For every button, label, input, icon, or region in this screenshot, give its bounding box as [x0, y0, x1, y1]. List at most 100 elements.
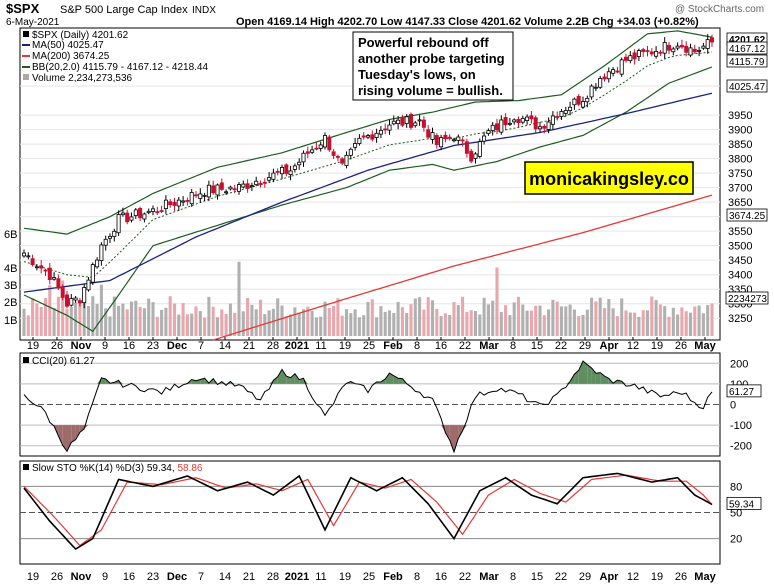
volume-bar — [379, 306, 383, 336]
volume-bar — [637, 316, 641, 336]
legend-price: $SPX (Daily) 4201.62 — [32, 30, 129, 41]
candle-body — [482, 135, 487, 142]
volume-bar — [473, 310, 478, 336]
candle-body — [249, 185, 254, 188]
cci-tick-label: -100 — [730, 420, 752, 432]
x-tick-label: 19 — [339, 571, 351, 583]
volume-tick-label: 2B — [4, 297, 17, 309]
candle-body — [69, 298, 74, 306]
candle-body — [77, 300, 82, 304]
cci-overbought-fill — [118, 380, 123, 384]
price-value-tag — [726, 54, 768, 68]
candle-body — [176, 199, 181, 207]
cci-oversold-fill — [454, 425, 459, 452]
volume-tick-label: 1B — [4, 315, 17, 327]
volume-bar — [69, 307, 73, 336]
candle-body — [684, 45, 689, 53]
volume-bar — [439, 316, 443, 336]
volume-bar — [39, 307, 43, 336]
volume-bar — [181, 303, 185, 336]
x-tick-label: 14 — [219, 340, 231, 352]
volume-bar — [276, 298, 280, 336]
volume-bar — [185, 314, 189, 336]
candle-body — [138, 208, 143, 219]
x-tick-label: 16 — [435, 571, 447, 583]
candle-body — [120, 212, 125, 216]
volume-tick-label: 3B — [4, 280, 17, 292]
volume-bar — [211, 306, 215, 336]
price-tick-label: 3650 — [728, 197, 752, 209]
candle-body — [129, 216, 134, 221]
candle-body — [443, 134, 448, 140]
volume-bar — [323, 301, 327, 336]
candle-body — [301, 152, 306, 163]
x-tick-label: 9 — [102, 571, 108, 583]
x-tick-label: 28 — [267, 340, 279, 352]
volume-bar — [160, 309, 164, 336]
candle-body — [550, 115, 555, 125]
volume-bar — [224, 313, 228, 336]
volume-bar — [142, 308, 146, 336]
volume-bar — [228, 303, 232, 336]
volume-bar — [693, 306, 697, 336]
cci-value-tag-label: 61.27 — [729, 387, 754, 398]
volume-bar — [525, 310, 529, 336]
candle-body — [198, 193, 203, 199]
volume-bar — [491, 300, 495, 336]
volume-bar — [486, 304, 490, 336]
candle-body — [430, 132, 435, 140]
volume-bar — [559, 306, 564, 336]
volume-bar — [258, 299, 263, 336]
ohlc-readout: Open 4169.14 High 4202.70 Low 4147.33 Cl… — [236, 16, 699, 28]
x-tick-label: 22 — [459, 571, 471, 583]
candle-body — [503, 117, 508, 126]
cci-overbought-fill — [294, 373, 300, 384]
cci-oversold-fill — [67, 425, 72, 452]
candle-body — [602, 76, 607, 80]
candle-body — [267, 177, 272, 181]
x-tick-label: 23 — [147, 340, 159, 352]
volume-bar — [602, 308, 607, 336]
volume-bar — [624, 310, 628, 336]
moving-averages — [23, 92, 713, 341]
candle-body — [155, 211, 160, 214]
cci-title: CCI(20) 61.27 — [32, 356, 95, 367]
volume-bar — [538, 305, 542, 336]
cci-overbought-fill — [578, 360, 583, 384]
candle-body — [39, 265, 44, 269]
volume-bar — [168, 296, 172, 336]
candle-body — [353, 143, 358, 148]
volume-bar — [82, 297, 86, 336]
price-value-tag — [726, 79, 768, 93]
x-tick-label: Feb — [383, 571, 403, 583]
candle-body — [546, 121, 551, 130]
candle-body — [21, 252, 26, 257]
cci-oversold-fill — [449, 425, 454, 452]
cci-tick-label: 200 — [730, 358, 748, 370]
x-tick-label: 11 — [315, 340, 326, 352]
sto-value-tag-label: 59.34 — [729, 499, 754, 510]
cci-overbought-fill — [621, 381, 626, 384]
candle-body — [598, 78, 603, 88]
candle-body — [168, 201, 173, 206]
candle-body — [576, 95, 581, 105]
cci-oversold-fill — [458, 425, 463, 439]
volume-bar — [194, 306, 198, 336]
candle-body — [279, 167, 284, 175]
price-tick-label: 3450 — [728, 255, 752, 267]
volume-bar — [688, 312, 693, 336]
sto-legend-swatch — [23, 464, 29, 470]
volume-bar — [697, 305, 701, 336]
x-tick-label: 8 — [510, 340, 516, 352]
candle-body — [82, 287, 87, 304]
cci-overbought-fill — [303, 378, 308, 384]
candle-body — [254, 180, 259, 186]
x-tick-label: 25 — [363, 340, 375, 352]
volume-bar — [469, 310, 473, 336]
candle-body — [563, 110, 568, 114]
candle-body — [43, 269, 48, 272]
x-tick-label: 16 — [435, 340, 447, 352]
volume-bar — [564, 306, 568, 336]
price-value-tag-label: 4115.79 — [729, 57, 765, 68]
volume-bar — [418, 297, 422, 336]
